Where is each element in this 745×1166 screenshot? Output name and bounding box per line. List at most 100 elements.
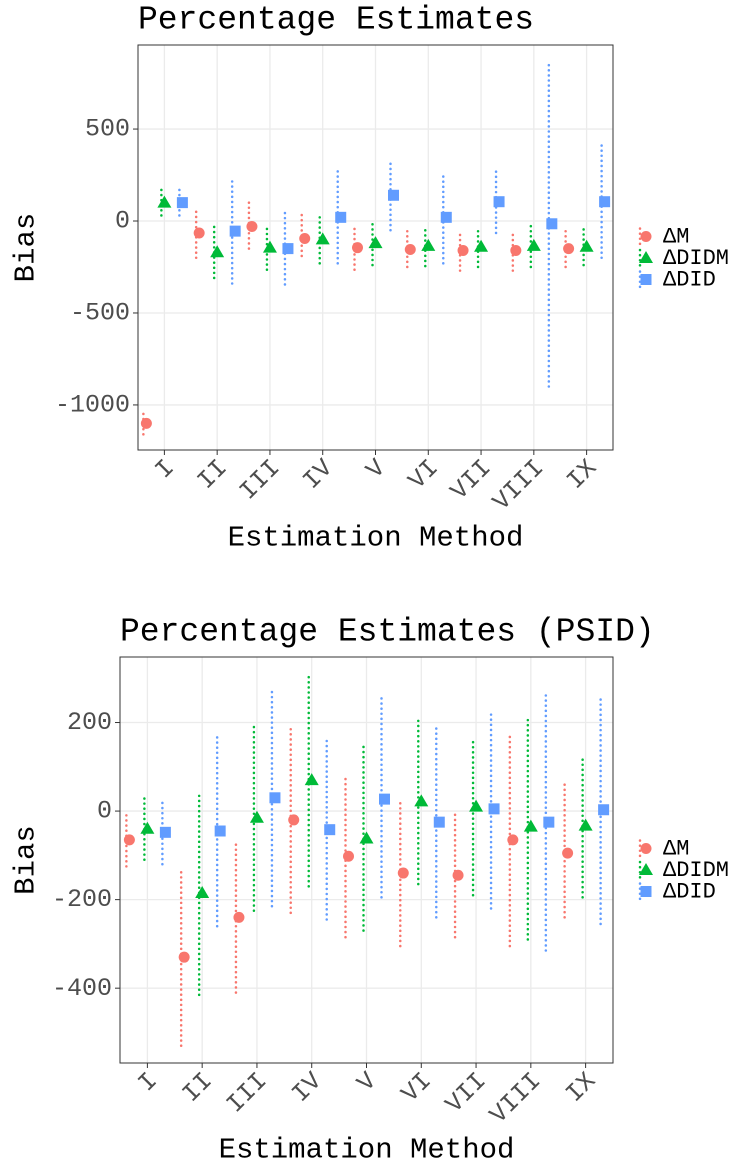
point [335, 211, 347, 223]
point [352, 242, 363, 254]
chart-title: Percentage Estimates (PSID) [120, 614, 655, 651]
point [599, 196, 611, 208]
point [510, 244, 522, 256]
y-tick-label: 500 [85, 115, 130, 144]
point [315, 232, 330, 245]
point [562, 847, 574, 859]
x-tick-label: IV [286, 1067, 328, 1109]
y-tick-label: -1000 [55, 391, 130, 420]
y-axis-label: Bias [10, 825, 43, 895]
point [578, 818, 593, 831]
point [249, 810, 264, 823]
x-tick-label: II [192, 454, 234, 496]
chart-title: Percentage Estimates [138, 2, 534, 39]
y-tick-label: 0 [97, 797, 112, 826]
point [288, 814, 300, 826]
point [269, 792, 281, 804]
point [140, 417, 152, 429]
x-axis-label: Estimation Method [219, 1134, 515, 1166]
point [640, 843, 652, 854]
point [397, 867, 409, 879]
point [157, 195, 172, 208]
point [523, 819, 538, 832]
y-tick-label: -500 [70, 299, 130, 328]
point [526, 238, 541, 251]
legend-label: ΔDID [663, 879, 716, 904]
point [368, 236, 383, 249]
x-tick-label: VIII [487, 454, 550, 517]
point [193, 227, 205, 239]
point [493, 196, 505, 208]
point [246, 221, 258, 233]
y-axis-label: Bias [10, 213, 43, 283]
point [421, 238, 436, 251]
y-tick-label: 200 [67, 708, 112, 737]
x-tick-label: VI [403, 454, 445, 496]
point [159, 826, 171, 838]
point [507, 834, 519, 846]
x-tick-label: VII [440, 1067, 492, 1119]
legend-label: ΔM [663, 836, 689, 861]
point [304, 773, 319, 786]
point [598, 804, 610, 816]
x-tick-label: IV [297, 454, 339, 496]
point [176, 197, 188, 209]
point [282, 243, 294, 255]
point [324, 824, 336, 836]
legend-label: ΔDIDM [663, 858, 729, 883]
x-tick-label: V [352, 1067, 383, 1098]
point [388, 189, 399, 201]
x-tick-label: IX [560, 1067, 602, 1109]
y-tick-label: -400 [52, 974, 112, 1003]
point [640, 886, 652, 897]
x-tick-label: II [177, 1067, 219, 1109]
point [639, 863, 653, 875]
point [579, 239, 594, 252]
point [433, 816, 445, 828]
point [457, 244, 469, 256]
x-tick-label: V [361, 454, 392, 485]
plot-border [137, 44, 614, 451]
legend-label: ΔM [663, 224, 689, 249]
plot-border [119, 656, 614, 1064]
point [379, 793, 390, 805]
point [640, 231, 652, 242]
x-tick-label: VI [396, 1067, 438, 1109]
point [546, 218, 558, 230]
point [299, 232, 311, 244]
point [563, 243, 575, 255]
point [214, 825, 226, 837]
point [229, 225, 241, 237]
point [452, 869, 464, 881]
point [233, 911, 245, 923]
point [404, 244, 416, 256]
x-tick-label: I [133, 1067, 164, 1098]
y-tick-label: -200 [52, 885, 112, 914]
point [639, 251, 653, 263]
point [359, 831, 374, 844]
x-tick-label: IX [561, 454, 603, 496]
point [262, 240, 277, 253]
point [343, 850, 354, 862]
point [210, 245, 225, 258]
point [543, 816, 555, 828]
point [469, 799, 484, 812]
x-tick-label: III [221, 1067, 273, 1119]
point [140, 821, 155, 834]
y-tick-label: 0 [115, 207, 130, 236]
point [474, 239, 489, 252]
point [123, 834, 135, 846]
point [178, 951, 190, 963]
point [414, 794, 429, 807]
legend-label: ΔDID [663, 267, 716, 292]
x-tick-label: VIII [484, 1067, 547, 1130]
x-axis-label: Estimation Method [228, 522, 524, 555]
point [488, 803, 500, 815]
point [440, 211, 452, 223]
x-tick-label: III [234, 454, 286, 506]
legend-label: ΔDIDM [663, 246, 729, 271]
x-tick-label: I [150, 454, 181, 485]
point [640, 274, 652, 285]
point [195, 885, 210, 898]
